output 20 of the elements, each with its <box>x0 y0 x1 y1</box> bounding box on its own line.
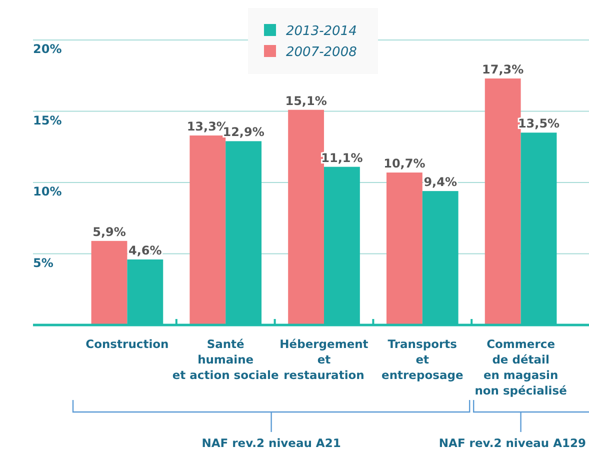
data-label: 5,9% <box>92 224 126 239</box>
data-label: 17,3% <box>482 62 524 76</box>
data-label: 15,1% <box>285 94 327 108</box>
x-tick-label: Construction <box>86 337 169 351</box>
legend-label: 2013-2014 <box>286 24 357 39</box>
data-label: 4,6% <box>128 243 162 258</box>
text: NAF rev.2 niveau A129 <box>438 436 586 450</box>
y-tick-label: 10% <box>33 184 62 199</box>
data-label: 10,7% <box>384 156 426 171</box>
x-tick-label: Santé humaine et action sociale <box>172 337 280 382</box>
legend-label: 2007-2008 <box>286 45 357 60</box>
data-label: 12,9% <box>222 125 264 140</box>
y-tick-label: 5% <box>33 256 54 270</box>
text: NAF rev.2 niveau A21 <box>202 436 341 450</box>
y-tick-label: 15% <box>33 113 62 128</box>
x-tick-label: Hébergement et restauration <box>280 337 369 382</box>
data-label: 9,4% <box>424 175 457 190</box>
x-tick-label: Transports et entreposage <box>382 337 464 382</box>
y-tick-label: 20% <box>33 42 62 56</box>
x-tick-label: Commerce de détail en magasin non spécialisé <box>474 337 568 398</box>
